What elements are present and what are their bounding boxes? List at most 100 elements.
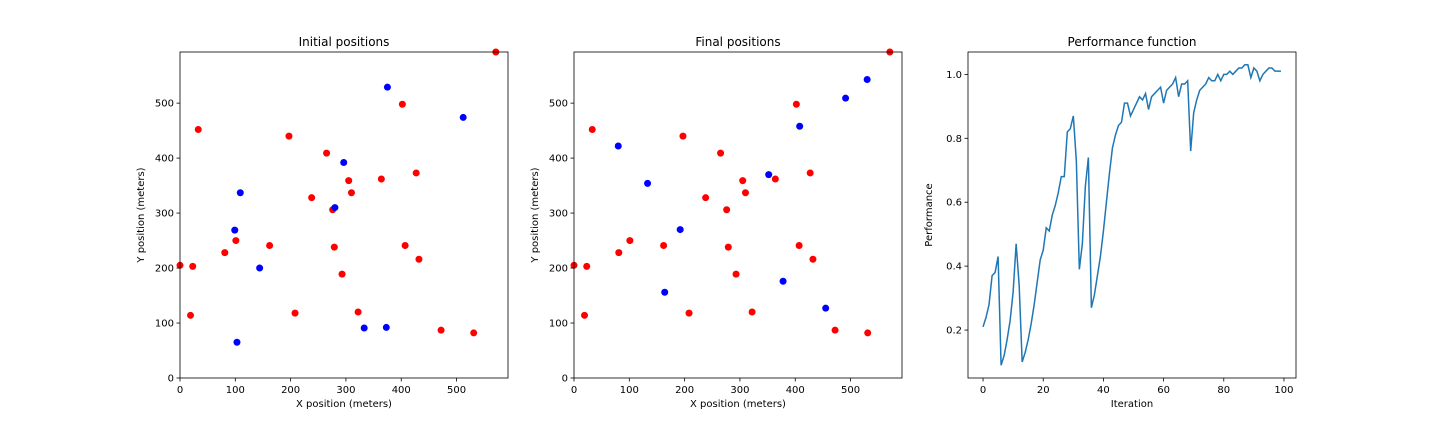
data-point-series1-15 xyxy=(739,177,747,185)
x-tick-label: 100 xyxy=(1274,385,1293,396)
data-point-series1-12 xyxy=(723,206,731,214)
x-tick-label: 400 xyxy=(392,385,411,396)
x-tick-label: 200 xyxy=(281,385,300,396)
plot-area xyxy=(176,48,500,346)
x-axis-label: X position (meters) xyxy=(690,399,786,410)
chart-title: Initial positions xyxy=(299,35,390,49)
data-point-series2-2 xyxy=(233,338,241,346)
data-point-series1-11 xyxy=(323,149,331,157)
x-tick-label: 300 xyxy=(336,385,355,396)
x-axis-label: Iteration xyxy=(1111,399,1153,410)
data-point-series1-23 xyxy=(437,326,445,334)
x-tick-label: 100 xyxy=(226,385,245,396)
data-point-series2-7 xyxy=(796,122,804,130)
data-point-series2-3 xyxy=(236,189,244,197)
y-tick-label: 300 xyxy=(549,209,568,220)
chart-panel-2: 0 100 200 300 400 500 0 100 200 300 400 500 Final po… xyxy=(530,35,903,410)
data-point-series2-8 xyxy=(382,323,390,331)
data-point-series1-24 xyxy=(470,329,478,337)
data-point-series1-21 xyxy=(412,169,420,177)
chart-title: Performance function xyxy=(1068,35,1197,49)
data-point-series2-6 xyxy=(779,277,787,285)
x-tick-label: 200 xyxy=(675,385,694,396)
data-point-series1-3 xyxy=(581,311,589,319)
data-point-series2-2 xyxy=(644,179,652,187)
data-point-series1-22 xyxy=(415,255,423,263)
x-tick-label: 500 xyxy=(841,385,860,396)
data-point-series2-1 xyxy=(231,226,239,234)
data-point-series1-7 xyxy=(660,242,668,250)
data-point-series1-10 xyxy=(702,194,710,202)
data-point-series2-10 xyxy=(459,113,467,121)
data-point-series1-19 xyxy=(792,100,800,108)
x-tick-label: 80 xyxy=(1217,385,1230,396)
data-point-series2-6 xyxy=(340,158,348,166)
data-point-series1-6 xyxy=(626,237,634,245)
data-point-series1-4 xyxy=(588,126,596,134)
data-point-series1-10 xyxy=(308,194,316,202)
data-point-series2-5 xyxy=(331,204,339,212)
y-axis-label: Performance xyxy=(924,183,935,246)
data-point-series1-22 xyxy=(809,255,817,263)
x-tick-label: 40 xyxy=(1097,385,1110,396)
data-point-series2-4 xyxy=(676,226,684,234)
y-tick-label: 200 xyxy=(155,264,174,275)
y-tick-label: 500 xyxy=(549,99,568,110)
data-point-series1-24 xyxy=(864,329,872,337)
y-tick-label: 0 xyxy=(168,374,174,385)
y-tick-label: 100 xyxy=(549,319,568,330)
data-point-series1-2 xyxy=(583,262,591,270)
x-tick-label: 400 xyxy=(786,385,805,396)
data-point-series2-9 xyxy=(842,94,850,102)
data-point-series1-17 xyxy=(748,308,756,316)
data-point-series1-5 xyxy=(221,249,229,257)
y-axis-label: Y position (meters) xyxy=(530,167,541,263)
plot-area xyxy=(982,64,1281,366)
x-tick-label: 20 xyxy=(1037,385,1050,396)
y-tick-label: 0.2 xyxy=(946,326,962,337)
data-point-series1-9 xyxy=(291,309,299,317)
data-point-series1-11 xyxy=(717,149,725,157)
axes-frame xyxy=(573,51,903,379)
data-point-series2-5 xyxy=(765,171,773,179)
data-point-series1-13 xyxy=(330,243,338,251)
data-point-series2-9 xyxy=(383,83,391,91)
data-point-series2-1 xyxy=(614,142,622,150)
y-tick-label: 400 xyxy=(549,154,568,165)
data-point-series1-7 xyxy=(266,242,274,250)
data-point-series1-9 xyxy=(685,309,693,317)
data-point-series2-3 xyxy=(661,288,669,296)
data-point-series1-14 xyxy=(338,270,346,278)
x-tick-label: 100 xyxy=(620,385,639,396)
x-tick-label: 300 xyxy=(730,385,749,396)
y-tick-label: 300 xyxy=(155,209,174,220)
x-tick-label: 0 xyxy=(980,385,986,396)
data-point-series1-16 xyxy=(741,189,749,197)
performance-line xyxy=(982,64,1281,366)
data-point-series1-23 xyxy=(831,326,839,334)
data-point-series1-3 xyxy=(187,311,195,319)
data-point-series1-2 xyxy=(189,262,197,270)
y-tick-label: 100 xyxy=(155,319,174,330)
y-tick-label: 400 xyxy=(155,154,174,165)
x-tick-label: 0 xyxy=(177,385,183,396)
data-point-series2-10 xyxy=(863,75,871,83)
y-tick-label: 500 xyxy=(155,99,174,110)
axes-frame xyxy=(967,51,1297,379)
x-tick-label: 60 xyxy=(1157,385,1170,396)
data-point-series1-20 xyxy=(795,242,803,250)
x-tick-label: 500 xyxy=(447,385,466,396)
data-point-series2-8 xyxy=(822,304,830,312)
y-tick-label: 0 xyxy=(562,374,568,385)
data-point-series1-4 xyxy=(194,126,202,134)
data-point-series1-5 xyxy=(615,249,623,257)
chart-panel-3: 0 20 40 60 80 100 0.2 0.4 0.6 0.8 1.0 Performance f… xyxy=(924,35,1297,410)
data-point-series1-18 xyxy=(377,175,385,183)
data-point-series1-17 xyxy=(354,308,362,316)
x-axis-label: X position (meters) xyxy=(296,399,392,410)
data-point-series1-8 xyxy=(285,132,293,140)
data-point-series1-8 xyxy=(679,132,687,140)
data-point-series1-14 xyxy=(732,270,740,278)
plot-area xyxy=(570,48,894,337)
y-tick-label: 1.0 xyxy=(946,70,962,81)
